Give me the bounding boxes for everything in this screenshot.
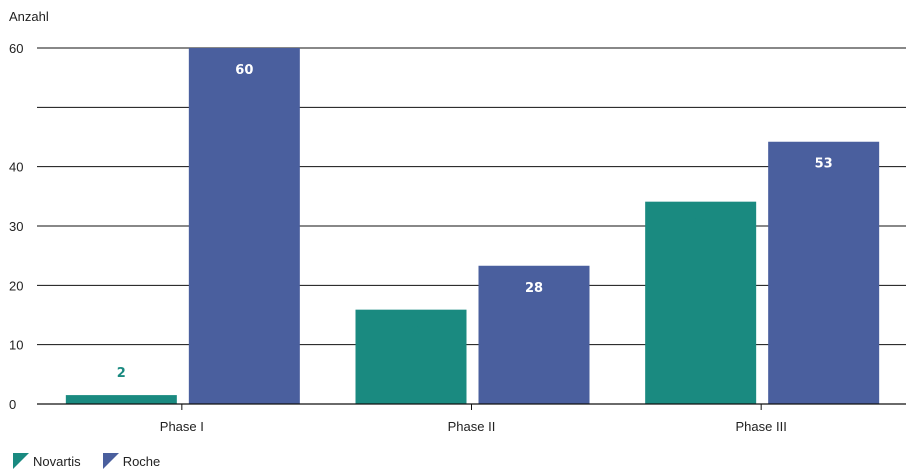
y-tick-label-40: 40 (9, 160, 23, 175)
legend-item-roche: Roche (102, 453, 161, 469)
y-tick-label-30: 30 (9, 219, 23, 234)
legend-label-roche: Roche (122, 453, 161, 469)
grid-lines (37, 47, 906, 346)
y-tick-label-20: 20 (9, 278, 23, 293)
data-label-novartis-0: 2 (117, 366, 126, 381)
data-label-novartis-2: 41 (692, 217, 710, 232)
y-tick-label-60: 60 (9, 41, 23, 56)
legend-label-novartis: Novartis (33, 453, 81, 469)
bar-novartis-2 (645, 201, 757, 404)
bar-roche-1 (478, 265, 590, 404)
legend-item-novartis: Novartis (13, 453, 81, 469)
bars (65, 48, 880, 404)
data-label-roche-0: 60 (235, 63, 253, 78)
x-tick-label-0: Phase I (160, 419, 204, 434)
data-label-novartis-1: 19 (402, 325, 420, 340)
bar-novartis-1 (355, 309, 467, 404)
bar-roche-0 (188, 48, 300, 404)
x-axis: Phase I Phase II Phase III (37, 403, 906, 434)
y-tick-label-0: 0 (9, 397, 16, 412)
x-tick-label-1: Phase II (448, 419, 496, 434)
y-axis-ticks: 0 10 20 30 40 60 (9, 41, 23, 412)
bar-novartis-0 (65, 395, 177, 404)
x-tick-label-2: Phase III (736, 419, 787, 434)
data-label-roche-2: 53 (815, 157, 833, 172)
bar-roche-2 (768, 141, 880, 404)
y-tick-label-10: 10 (9, 338, 23, 353)
legend-swatch-roche (102, 453, 119, 469)
y-axis-label: Anzahl (9, 9, 49, 24)
data-label-roche-1: 28 (525, 281, 543, 296)
legend: Novartis Roche (13, 453, 182, 469)
data-labels: 2 60 19 28 41 53 (117, 63, 833, 381)
legend-swatch-novartis (13, 453, 29, 469)
